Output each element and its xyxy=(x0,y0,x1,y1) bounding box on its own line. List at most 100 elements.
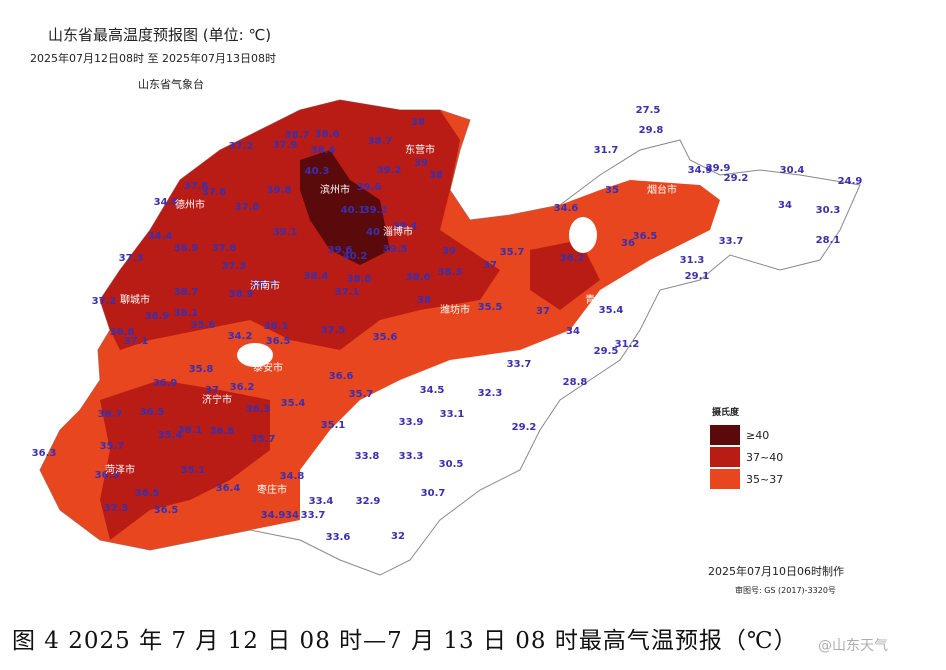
temperature-label: 35.1 xyxy=(181,465,206,476)
period: 2025年07月12日08时 至 2025年07月13日08时 xyxy=(30,51,276,65)
temperature-label: 36.2 xyxy=(230,382,255,393)
temperature-label: 36.4 xyxy=(216,483,241,494)
temperature-label: 37.1 xyxy=(124,336,149,347)
temperature-label: 35 xyxy=(605,185,619,196)
temperature-label: 37.9 xyxy=(273,140,298,151)
temperature-label: 35.5 xyxy=(478,302,503,313)
temperature-label: 31.2 xyxy=(615,339,640,350)
temperature-label: 39 xyxy=(442,246,456,257)
city-label: 青岛市 xyxy=(585,293,615,306)
temperature-label: 39.2 xyxy=(377,165,402,176)
temperature-label: 34.9 xyxy=(154,197,179,208)
temperature-label: 36.9 xyxy=(153,378,178,389)
temperature-label: 36.8 xyxy=(210,426,235,437)
made-time: 2025年07月10日06时制作 xyxy=(708,564,844,578)
temperature-label: 36.1 xyxy=(178,425,203,436)
temperature-label: 37.8 xyxy=(202,187,227,198)
temperature-label: 29.9 xyxy=(706,163,731,174)
temperature-label: 35.7 xyxy=(251,434,276,445)
temperature-label: 35.7 xyxy=(100,441,125,452)
temperature-label: 37.3 xyxy=(222,261,247,272)
temperature-label: 29.1 xyxy=(685,271,710,282)
temperature-label: 38.6 xyxy=(406,272,431,283)
temperature-label: 36.6 xyxy=(329,371,354,382)
temperature-label: 38.8 xyxy=(347,274,372,285)
temperature-label: 36.9 xyxy=(145,311,170,322)
temperature-label: 36.5 xyxy=(135,488,160,499)
legend-swatch xyxy=(710,469,740,489)
temperature-label: 33.8 xyxy=(355,451,380,462)
city-label: 滨州市 xyxy=(320,183,350,196)
temperature-label: 35.4 xyxy=(599,305,624,316)
temperature-label: 30.3 xyxy=(816,205,841,216)
temperature-label: 37.8 xyxy=(235,202,260,213)
city-label: 德州市 xyxy=(175,198,205,211)
legend-title: 摄氏度 xyxy=(712,406,740,418)
temperature-label: 33.3 xyxy=(399,451,424,462)
temperature-label: 29.5 xyxy=(594,346,619,357)
temperature-label: 38.4 xyxy=(304,271,329,282)
city-label: 东营市 xyxy=(405,143,435,156)
city-label: 泰安市 xyxy=(253,361,283,374)
temperature-label: 36.3 xyxy=(95,470,120,481)
city-label: 临沂市 xyxy=(389,433,419,446)
temperature-label: 30.7 xyxy=(421,488,446,499)
temperature-label: 38.7 xyxy=(252,279,277,290)
temperature-label: 29.8 xyxy=(639,125,664,136)
temperature-label: 35.6 xyxy=(191,320,216,331)
temperature-label: 34.5 xyxy=(420,385,445,396)
temperature-label: 39.4 xyxy=(393,221,418,232)
temperature-label: 32 xyxy=(391,531,405,542)
temperature-label: 24.9 xyxy=(838,176,863,187)
temperature-label: 37.3 xyxy=(104,503,129,514)
temperature-label: 37.6 xyxy=(212,243,237,254)
city-label: 聊城市 xyxy=(120,293,150,306)
temperature-label: 38.7 xyxy=(285,130,310,141)
temperature-label: 35.6 xyxy=(373,332,398,343)
temperature-label: 35.7 xyxy=(349,389,374,400)
temperature-label: 34 xyxy=(566,326,580,337)
temperature-label: 36.5 xyxy=(154,505,179,516)
caption: 图 4 2025 年 7 月 12 日 08 时—7 月 13 日 08 时最高… xyxy=(12,628,798,654)
temperature-label: 28.8 xyxy=(563,377,588,388)
temperature-label: 34.9 xyxy=(688,165,713,176)
city-label: 威海市 xyxy=(755,213,785,226)
temperature-label: 36.9 xyxy=(174,243,199,254)
temperature-label: 38.4 xyxy=(311,145,336,156)
city-label: 淄博市 xyxy=(383,225,413,238)
zone-above-40 xyxy=(300,150,390,265)
temperature-label: 36.2 xyxy=(560,253,585,264)
temperature-label: 34.9 xyxy=(261,510,286,521)
temperature-label: 38 xyxy=(429,170,443,181)
temperature-label: 33.4 xyxy=(309,496,334,507)
temperature-label: 37.3 xyxy=(119,253,144,264)
temperature-label: 36.3 xyxy=(246,404,271,415)
temperature-label: 35.4 xyxy=(281,398,306,409)
temperature-label: 38.6 xyxy=(315,129,340,140)
temperature-label: 31.3 xyxy=(680,255,705,266)
city-label: 日照市 xyxy=(463,413,493,426)
temperature-label: 38.9 xyxy=(229,289,254,300)
temperature-label: 32.9 xyxy=(356,496,381,507)
city-label: 济宁市 xyxy=(202,393,232,406)
temperature-label: 39 xyxy=(414,158,428,169)
temperature-label: 39.6 xyxy=(328,245,353,256)
temperature-label: 36.8 xyxy=(110,327,135,338)
temperature-label: 29.2 xyxy=(724,173,749,184)
temperature-label: 37.2 xyxy=(229,141,254,152)
temperature-label: 34 xyxy=(285,510,299,521)
temperature-label: 37.8 xyxy=(184,181,209,192)
legend-label: 37~40 xyxy=(746,451,783,464)
temperature-label: 36.5 xyxy=(266,336,291,347)
temperature-label: 33.7 xyxy=(301,510,326,521)
temperature-label: 37.2 xyxy=(92,296,117,307)
approval: 审图号: GS (2017)-3320号 xyxy=(735,585,836,595)
temperature-label: 34.8 xyxy=(280,471,305,482)
temperature-label: 28.1 xyxy=(816,235,841,246)
zone-37-40 xyxy=(530,240,600,310)
legend-swatch xyxy=(710,425,740,445)
temperature-label: 37.5 xyxy=(321,325,346,336)
lake xyxy=(237,343,273,367)
temperature-label: 40.1 xyxy=(341,205,366,216)
watermark: @山东天气 xyxy=(818,638,888,654)
